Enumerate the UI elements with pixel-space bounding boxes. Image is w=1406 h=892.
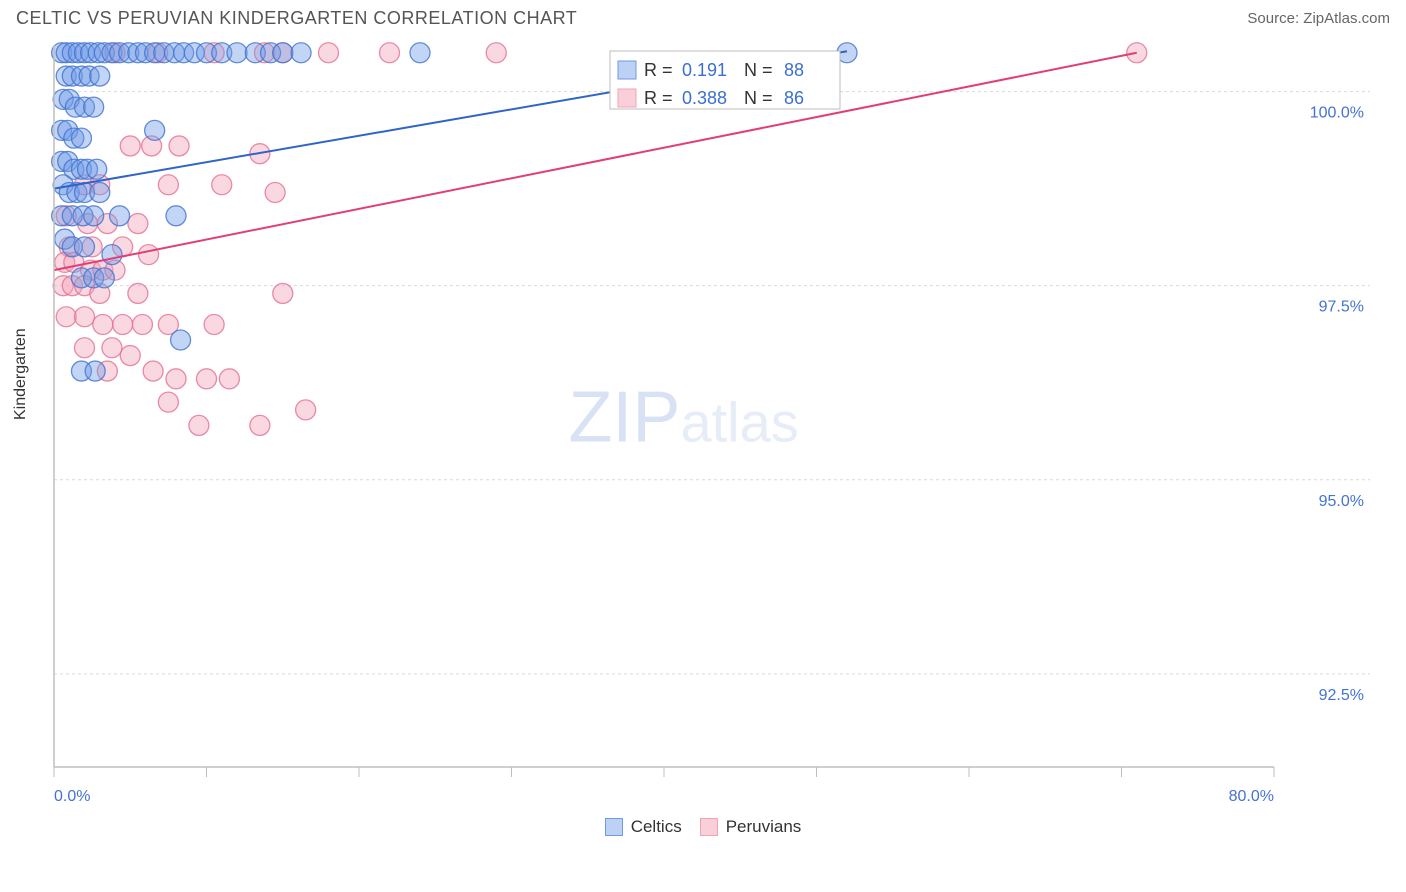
legend-swatch [700, 818, 718, 836]
legend-item: Celtics [605, 817, 682, 837]
scatter-point [84, 97, 104, 117]
scatter-point [212, 175, 232, 195]
scatter-point [158, 175, 178, 195]
scatter-point [166, 206, 186, 226]
y-tick-label: 100.0% [1310, 105, 1364, 122]
scatter-point [93, 314, 113, 334]
legend-label: Celtics [631, 817, 682, 837]
scatter-point [204, 314, 224, 334]
source-link[interactable]: ZipAtlas.com [1303, 10, 1390, 27]
scatter-chart: 92.5% 95.0% 97.5% 100.0% ZIPatlas 0.0% 80.0% R … [50, 41, 1370, 811]
scatter-point [113, 314, 133, 334]
scatter-point [219, 369, 239, 389]
stats-swatch [618, 89, 636, 107]
scatter-point [250, 415, 270, 435]
y-tick-label: 92.5% [1319, 687, 1364, 704]
source-prefix: Source: [1247, 10, 1303, 27]
legend: Celtics Peruvians [0, 817, 1406, 837]
legend-item: Peruvians [700, 817, 802, 837]
scatter-point [169, 136, 189, 156]
legend-label: Peruvians [726, 817, 802, 837]
scatter-point [265, 183, 285, 203]
scatter-point [171, 330, 191, 350]
scatter-point [145, 120, 165, 140]
stats-r-label: R = [644, 88, 673, 108]
scatter-point [75, 307, 95, 327]
scatter-point [56, 307, 76, 327]
stats-r-label: R = [644, 60, 673, 80]
scatter-point [273, 43, 293, 63]
scatter-point [410, 43, 430, 63]
scatter-point [87, 159, 107, 179]
legend-swatch [605, 818, 623, 836]
scatter-point [75, 237, 95, 257]
chart-title: CELTIC VS PERUVIAN KINDERGARTEN CORRELAT… [16, 8, 577, 29]
scatter-point [486, 43, 506, 63]
scatter-point [110, 206, 130, 226]
y-axis-label: Kindergarten [12, 328, 30, 420]
scatter-point [197, 369, 217, 389]
scatter-point [166, 369, 186, 389]
plot-area: 92.5% 95.0% 97.5% 100.0% ZIPatlas 0.0% 80.0% R … [50, 41, 1376, 811]
scatter-point [227, 43, 247, 63]
scatter-point [296, 400, 316, 420]
scatter-point [94, 268, 114, 288]
stats-swatch [618, 61, 636, 79]
scatter-point [319, 43, 339, 63]
scatter-point [84, 206, 104, 226]
scatter-point [102, 245, 122, 265]
y-tick-label: 95.0% [1319, 493, 1364, 510]
scatter-point [132, 314, 152, 334]
source-line: Source: ZipAtlas.com [1247, 10, 1390, 27]
scatter-point [128, 214, 148, 234]
scatter-point [75, 338, 95, 358]
stats-n-value: 86 [784, 88, 804, 108]
scatter-point [189, 415, 209, 435]
scatter-point [90, 66, 110, 86]
x-tick-label: 80.0% [1229, 788, 1274, 805]
scatter-point [291, 43, 311, 63]
scatter-point [273, 283, 293, 303]
scatter-point [120, 136, 140, 156]
stats-n-label: N = [744, 60, 773, 80]
scatter-point [128, 283, 148, 303]
scatter-point [143, 361, 163, 381]
scatter-point [380, 43, 400, 63]
stats-r-value: 0.191 [682, 60, 727, 80]
x-tick-label: 0.0% [54, 788, 90, 805]
y-tick-label: 97.5% [1319, 299, 1364, 316]
scatter-point [85, 361, 105, 381]
header: CELTIC VS PERUVIAN KINDERGARTEN CORRELAT… [0, 0, 1406, 41]
stats-n-value: 88 [784, 60, 804, 80]
scatter-point [139, 245, 159, 265]
watermark: ZIPatlas [568, 377, 798, 457]
scatter-point [120, 346, 140, 366]
stats-r-value: 0.388 [682, 88, 727, 108]
scatter-point [102, 338, 122, 358]
stats-n-label: N = [744, 88, 773, 108]
scatter-point [158, 392, 178, 412]
scatter-point [71, 128, 91, 148]
scatter-point [90, 183, 110, 203]
